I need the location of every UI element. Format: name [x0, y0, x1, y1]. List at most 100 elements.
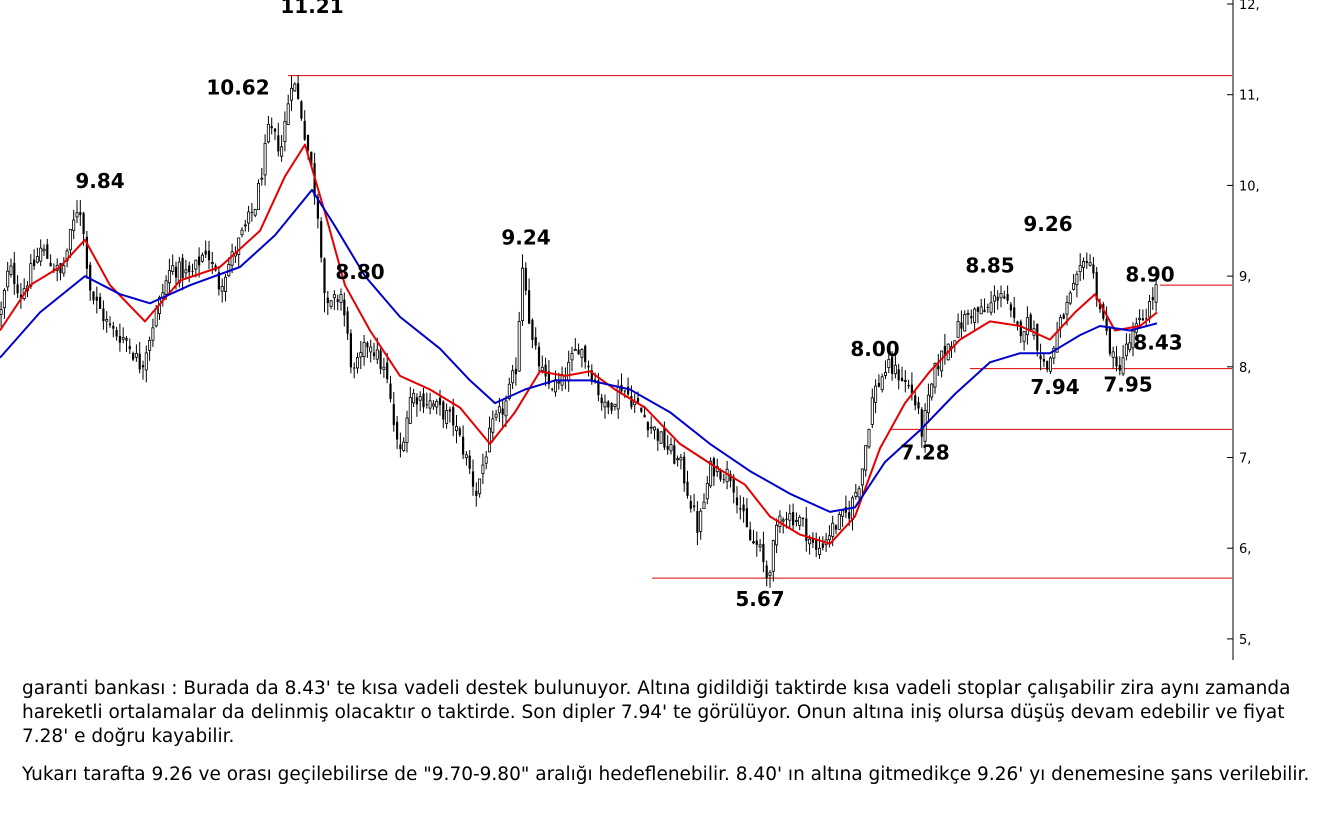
candle — [1085, 252, 1088, 269]
candle — [283, 111, 287, 152]
candle — [72, 209, 76, 240]
candle — [834, 524, 838, 535]
candle — [567, 350, 571, 392]
candle — [42, 244, 46, 256]
y-axis-tick-label: 7, — [1239, 452, 1251, 467]
candle — [600, 393, 603, 411]
y-axis-tick-label: 8, — [1239, 361, 1251, 376]
candle — [669, 437, 673, 455]
candle — [775, 518, 779, 554]
candle — [577, 343, 580, 355]
candle — [435, 399, 439, 415]
candle — [445, 403, 449, 429]
candle — [121, 327, 125, 344]
candle — [653, 426, 657, 440]
candle — [960, 310, 963, 338]
candle — [280, 135, 284, 162]
candle — [207, 240, 211, 270]
candle — [874, 379, 878, 414]
candle — [300, 100, 303, 121]
candle — [484, 451, 488, 470]
y-axis: 5, 6, 7, 8, 9, 10, 11, 12, — [1227, 0, 1260, 648]
candle — [462, 425, 465, 460]
candle — [887, 347, 891, 374]
candle — [1046, 360, 1049, 373]
candle — [22, 278, 26, 301]
candle — [983, 298, 986, 313]
candle — [1108, 326, 1111, 357]
candle — [511, 364, 515, 390]
candle — [132, 351, 135, 362]
candle — [191, 263, 194, 277]
candle — [247, 205, 251, 232]
candle — [359, 340, 363, 370]
candle — [986, 303, 989, 313]
candle — [1151, 287, 1154, 310]
candle — [372, 342, 376, 360]
candle — [640, 407, 643, 414]
candle — [243, 219, 247, 232]
candle — [105, 311, 109, 333]
candle — [1062, 312, 1065, 320]
candle — [343, 292, 346, 327]
price-annotations: 11.21 10.62 9.84 9.24 8.80 5.67 8.00 7.28 8.85 9.… — [75, 0, 1182, 611]
candle — [603, 394, 607, 419]
candle — [39, 239, 43, 267]
candle — [253, 208, 257, 218]
candle — [884, 360, 888, 380]
price-annotation: 8.80 — [335, 260, 384, 284]
candle — [805, 506, 808, 552]
candle — [200, 252, 204, 263]
candle — [454, 415, 458, 444]
candle — [666, 435, 669, 455]
price-annotation: 7.94 — [1030, 375, 1079, 399]
candle — [240, 227, 244, 238]
candle — [903, 370, 907, 393]
candle — [108, 316, 112, 328]
candle — [620, 373, 623, 393]
candle — [303, 110, 306, 141]
candle — [1105, 306, 1108, 336]
candle — [148, 336, 152, 361]
candle — [837, 511, 841, 530]
candle — [1052, 345, 1056, 365]
candle — [62, 257, 66, 277]
candle — [270, 117, 273, 135]
candle — [854, 484, 858, 500]
candle — [914, 389, 917, 411]
candle — [1082, 257, 1086, 280]
candle — [1072, 274, 1076, 291]
candle — [464, 451, 468, 466]
candle — [755, 531, 758, 557]
candle — [237, 237, 241, 268]
candle — [418, 391, 422, 412]
candle — [1141, 309, 1144, 321]
candle — [739, 495, 742, 520]
candle — [332, 290, 336, 310]
candle — [293, 82, 297, 92]
candle — [659, 430, 663, 444]
candle — [286, 94, 290, 126]
candle — [693, 493, 696, 512]
candle — [521, 254, 525, 326]
candle — [501, 399, 504, 427]
candle — [217, 266, 220, 296]
price-annotation: 10.62 — [206, 76, 269, 100]
candle — [1039, 343, 1042, 371]
moving-average-line — [0, 143, 1158, 545]
candle — [95, 286, 98, 314]
candle — [1009, 302, 1012, 318]
candle — [475, 482, 478, 507]
candle — [956, 313, 960, 338]
candle — [973, 307, 977, 330]
candle — [742, 497, 745, 523]
candle — [564, 367, 567, 390]
candle — [1013, 296, 1016, 323]
price-annotation: 8.43 — [1133, 331, 1182, 355]
candle — [517, 311, 521, 372]
candle — [389, 375, 392, 403]
candle — [260, 167, 264, 186]
candle — [504, 395, 508, 428]
candle — [487, 416, 491, 453]
candle — [689, 495, 692, 513]
